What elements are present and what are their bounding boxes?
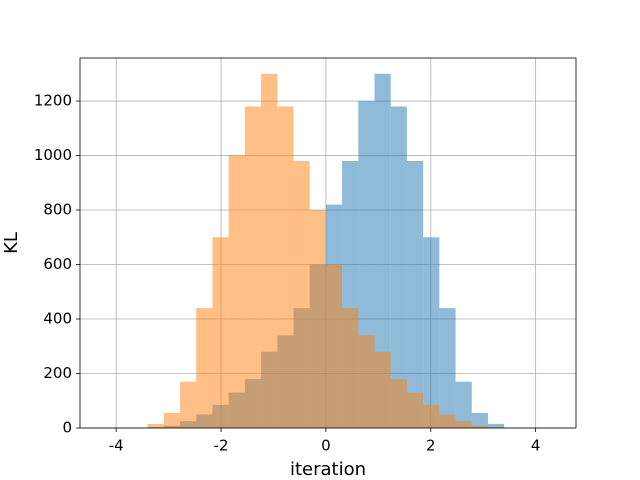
histogram-bar	[147, 423, 164, 428]
histogram-bar	[180, 381, 197, 428]
histogram-bar	[163, 413, 181, 428]
histogram-bar	[455, 421, 472, 428]
histogram-bar	[196, 308, 213, 428]
x-axis-label: iteration	[290, 459, 366, 480]
histogram-bar	[293, 160, 310, 428]
histogram-bar	[455, 381, 472, 428]
histogram-bar	[439, 414, 456, 428]
histogram-bar	[471, 425, 488, 428]
histogram-bar	[423, 404, 440, 428]
histogram-bar	[487, 423, 505, 428]
x-tick-label: 0	[321, 437, 331, 455]
histogram-bar	[309, 210, 326, 428]
histogram-bar	[406, 392, 424, 428]
x-tick-label: -4	[109, 437, 124, 455]
plot-frame	[79, 57, 577, 429]
histogram-bar	[374, 73, 391, 429]
histogram-bar	[406, 160, 424, 428]
x-tick-label: 4	[531, 437, 541, 455]
x-tick-label: 2	[426, 437, 436, 455]
histogram-bar	[439, 308, 456, 428]
y-tick-label: 600	[43, 255, 72, 273]
histogram-bar	[342, 308, 359, 428]
y-tick-label: 1200	[34, 92, 72, 110]
x-tick-label: -2	[214, 437, 229, 455]
y-tick-label: 0	[62, 419, 72, 437]
histogram-bar	[244, 106, 262, 428]
histogram-bar	[358, 335, 375, 428]
histogram-bar	[212, 237, 229, 428]
y-tick-label: 400	[43, 310, 72, 328]
histogram-bar	[325, 264, 343, 428]
histogram-bar	[277, 106, 294, 428]
y-tick-label: 1000	[34, 146, 72, 164]
histogram-bar	[423, 237, 440, 428]
y-tick-label: 800	[43, 201, 72, 219]
y-axis-label: KL	[1, 232, 22, 254]
y-tick-label: 200	[43, 364, 72, 382]
histogram-bar	[228, 155, 245, 428]
histogram-bar	[487, 427, 505, 428]
histogram-bar	[390, 106, 407, 428]
histogram-bar	[374, 351, 391, 428]
histogram-bar	[390, 378, 407, 428]
histogram-bar	[471, 413, 488, 428]
histogram-bar	[261, 73, 278, 429]
